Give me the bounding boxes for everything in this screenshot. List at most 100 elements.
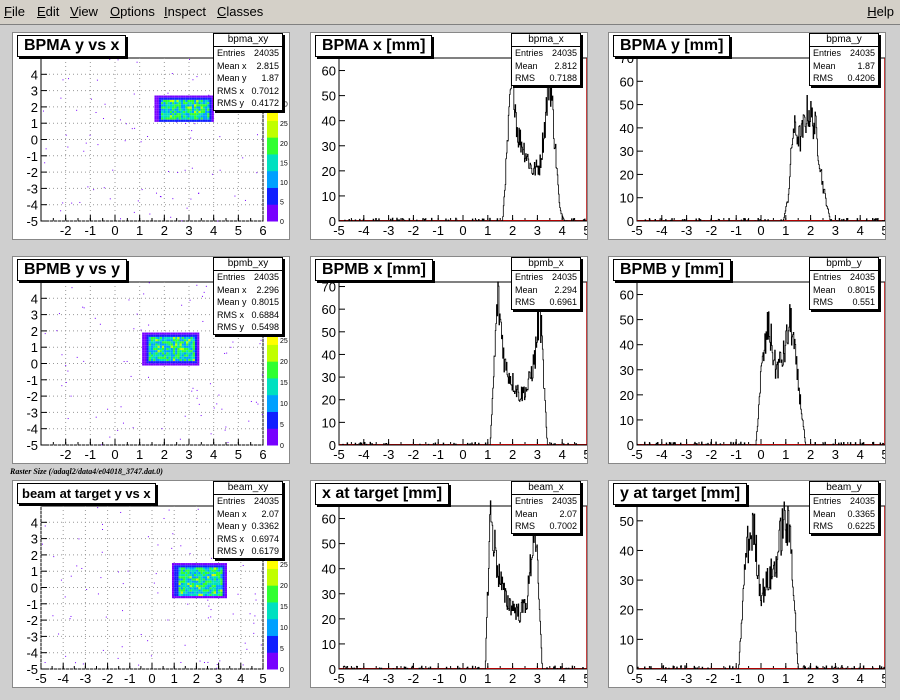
hist2d-cell xyxy=(182,576,186,579)
hist2d-cell xyxy=(196,113,199,116)
hist2d-cell xyxy=(194,113,197,116)
x-tick-label: -5 xyxy=(35,671,47,686)
hist2d-cell xyxy=(161,334,165,337)
y-tick-label: 4 xyxy=(31,291,38,306)
hist2d-cell xyxy=(166,339,169,342)
scatter-point xyxy=(62,79,64,81)
hist2d-cell xyxy=(174,97,177,100)
scatter-point xyxy=(133,93,135,95)
scatter-point xyxy=(207,617,209,619)
scatter-point xyxy=(133,211,135,213)
hist2d-cell xyxy=(172,354,176,357)
x-tick-label: 4 xyxy=(237,671,244,686)
hist2d-cell xyxy=(190,336,193,340)
scatter-point xyxy=(67,370,69,372)
hist2d-cell xyxy=(154,117,157,120)
hist2d-cell xyxy=(146,347,149,351)
hist2d-cell xyxy=(191,576,194,579)
hist2d-cell xyxy=(198,110,201,114)
scatter-point xyxy=(147,640,149,642)
hist2d-cell xyxy=(200,585,203,588)
hist2d-cell xyxy=(191,95,195,98)
y-tick-label: 3 xyxy=(31,84,38,99)
pad-bpma-xy[interactable]: -2 -1 0 1 2 3 4 5 6 -5 -4 -3 -2 -1 0 1 2 3 4 0 5 10 15 20 25 30 BP… xyxy=(12,32,290,240)
hist2d-cell xyxy=(191,117,195,120)
hist2d-cell xyxy=(211,97,214,100)
menu-view[interactable]: View xyxy=(70,4,98,19)
hist2d-cell xyxy=(185,591,188,594)
hist2d-cell xyxy=(155,350,158,353)
x-tick-label: 2 xyxy=(807,447,814,462)
hist2d-cell xyxy=(222,569,225,572)
hist2d-cell xyxy=(191,106,195,109)
hist2d-cell xyxy=(157,332,160,335)
hist2d-cell xyxy=(144,352,147,355)
hist2d-cell xyxy=(207,115,210,118)
hist2d-cell xyxy=(180,565,183,568)
x-tick-label: -3 xyxy=(383,447,395,462)
hist2d-cell xyxy=(204,569,208,572)
hist2d-cell xyxy=(153,343,156,346)
menu-edit[interactable]: Edit xyxy=(37,4,60,19)
palette-segment xyxy=(267,191,278,197)
stats-row: Mean x 2.815 xyxy=(217,60,279,71)
hist2d-cell xyxy=(196,102,199,105)
hist2d-cell xyxy=(189,563,192,566)
stats-box: bpmb_xy Entries 24035 Mean x 2.296 Mean y 0.80… xyxy=(213,257,283,335)
menu-help[interactable]: Help xyxy=(867,4,894,19)
hist2d-cell xyxy=(150,356,154,359)
hist2d-cell xyxy=(159,345,162,348)
hist2d-cell xyxy=(220,576,223,579)
scatter-point xyxy=(61,354,63,356)
hist2d-cell xyxy=(165,110,168,114)
pad-beam-x[interactable]: -5-4-3-2-10123450102030405060x at target… xyxy=(310,480,588,688)
hist2d-cell xyxy=(174,106,177,109)
hist2d-cell xyxy=(168,347,171,351)
x-tick-label: 2 xyxy=(509,671,516,686)
hist2d-cell xyxy=(186,336,189,340)
stats-row: Mean y 1.87 xyxy=(217,73,279,83)
stats-row: RMS y 0.4172 xyxy=(217,98,279,108)
pad-beam-y[interactable]: -5-4-3-2-101234501020304050y at target [… xyxy=(608,480,886,688)
hist2d-cell xyxy=(202,576,205,579)
scatter-point xyxy=(69,618,71,620)
scatter-point xyxy=(217,220,219,222)
menu-options[interactable]: Options xyxy=(110,4,155,19)
hist2d-cell xyxy=(187,585,190,588)
pad-bpmb-xy[interactable]: -2 -1 0 1 2 3 4 5 6 -5 -4 -3 -2 -1 0 1 2 3 4 0 5 10 15 20 25 BPMB… xyxy=(12,256,290,464)
menu-classes[interactable]: Classes xyxy=(217,4,264,19)
hist2d-cell xyxy=(161,117,164,120)
pad-beam-xy[interactable]: -5 -4 -3 -2 -1 0 1 2 3 4 5 -5 -4 -3 -2 -1 0 1 2 3 4 0 5 10 15 20 2… xyxy=(12,480,290,688)
hist2d-cell xyxy=(192,363,195,366)
hist2d-cell xyxy=(157,350,160,353)
hist2d-cell xyxy=(176,591,179,594)
menu-file[interactable]: File xyxy=(4,4,25,19)
pad-bpmb-x[interactable]: -5-4-3-2-1012345010203040506070BPMB x [m… xyxy=(310,256,588,464)
hist2d-cell xyxy=(183,104,186,107)
hist2d-cell xyxy=(166,356,169,359)
hist2d-cell xyxy=(198,106,201,109)
histogram-line xyxy=(339,500,587,670)
scatter-point xyxy=(194,123,196,125)
y-tick-label: 50 xyxy=(620,514,634,529)
hist2d-cell xyxy=(220,567,223,570)
hist2d-cell xyxy=(181,354,184,357)
hist2d-cell xyxy=(200,97,203,100)
hist2d-cell xyxy=(197,356,200,359)
hist2d-cell xyxy=(148,341,151,344)
hist2d-cell xyxy=(179,336,182,340)
plot-bpma-y[interactable]: -5-4-3-2-1012345010203040506070 xyxy=(609,33,886,240)
hist2d-cell xyxy=(207,585,210,588)
hist2d-cell xyxy=(171,578,175,581)
pad-bpmb-y[interactable]: -5-4-3-2-10123450102030405060BPMB y [mm]… xyxy=(608,256,886,464)
hist2d-cell xyxy=(222,565,225,568)
scatter-point xyxy=(97,144,99,146)
hist2d-cell xyxy=(177,334,180,337)
menu-inspect[interactable]: Inspect xyxy=(164,4,206,19)
hist2d-cell xyxy=(161,332,165,335)
pad-bpma-x[interactable]: -5-4-3-2-10123450102030405060BPMA x [mm]… xyxy=(310,32,588,240)
hist2d-cell xyxy=(174,117,177,120)
pad-bpma-y[interactable]: -5-4-3-2-1012345010203040506070BPMA y [m… xyxy=(608,32,886,240)
hist2d-cell xyxy=(207,580,210,583)
scatter-point xyxy=(256,172,258,174)
